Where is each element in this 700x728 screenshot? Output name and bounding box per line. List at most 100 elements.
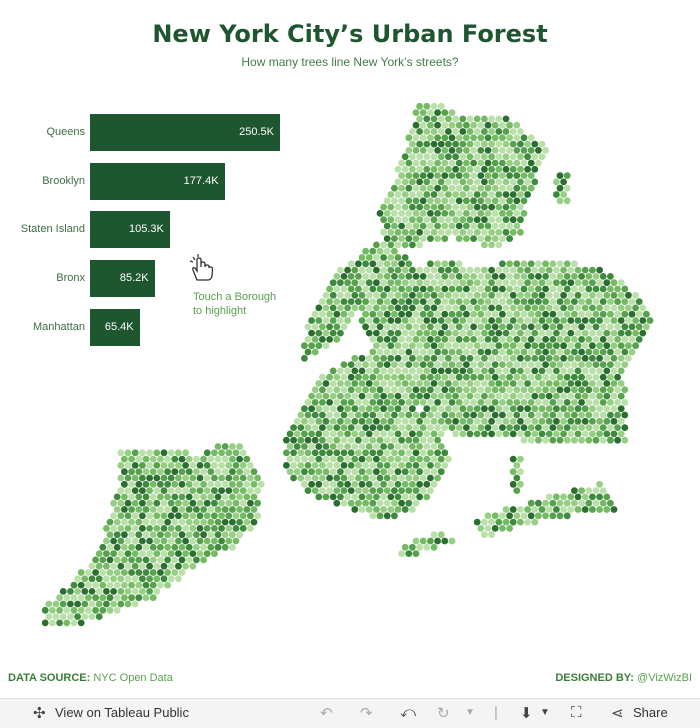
tree-hex[interactable] (301, 405, 308, 413)
tree-hex[interactable] (218, 487, 226, 494)
tree-hex[interactable] (92, 606, 99, 614)
tree-hex[interactable] (484, 147, 492, 154)
tree-hex[interactable] (110, 537, 117, 545)
tree-hex[interactable] (135, 455, 143, 463)
tree-hex[interactable] (448, 121, 456, 129)
tree-hex[interactable] (286, 430, 294, 438)
tree-hex[interactable] (527, 512, 535, 520)
tree-hex[interactable] (387, 455, 395, 463)
tree-hex[interactable] (499, 298, 506, 305)
tree-hex[interactable] (128, 531, 136, 539)
tree-hex[interactable] (355, 449, 362, 457)
tree-hex[interactable] (473, 216, 481, 224)
tree-hex[interactable] (315, 329, 323, 337)
tree-hex[interactable] (113, 506, 121, 513)
tree-hex[interactable] (70, 606, 78, 614)
tree-hex[interactable] (434, 235, 441, 243)
tree-hex[interactable] (589, 317, 596, 324)
tree-hex[interactable] (448, 260, 456, 268)
tree-hex[interactable] (121, 455, 128, 463)
tree-hex[interactable] (437, 115, 445, 123)
tree-hex[interactable] (607, 298, 614, 305)
tree-hex[interactable] (333, 411, 341, 419)
tree-hex[interactable] (434, 323, 441, 331)
tree-hex[interactable] (369, 273, 377, 280)
tree-hex[interactable] (524, 191, 531, 198)
tree-hex[interactable] (430, 392, 438, 400)
download-icon[interactable]: ⬇ (520, 705, 533, 722)
tree-hex[interactable] (182, 562, 190, 570)
tree-hex[interactable] (455, 260, 463, 268)
tree-hex[interactable] (531, 266, 539, 274)
tree-hex[interactable] (484, 310, 492, 318)
tree-hex[interactable] (171, 518, 179, 526)
tree-hex[interactable] (196, 462, 204, 469)
tree-hex[interactable] (391, 487, 398, 494)
tree-hex[interactable] (221, 455, 229, 463)
tree-hex[interactable] (509, 329, 517, 337)
tree-hex[interactable] (502, 392, 510, 400)
tree-hex[interactable] (517, 380, 524, 387)
tree-hex[interactable] (495, 178, 503, 186)
tree-hex[interactable] (452, 317, 459, 324)
share-icon[interactable]: ⋖ (611, 705, 624, 722)
tree-hex[interactable] (326, 373, 333, 381)
tree-hex[interactable] (164, 480, 172, 488)
tree-hex[interactable] (545, 354, 553, 362)
tree-hex[interactable] (488, 203, 495, 211)
tree-hex[interactable] (628, 298, 636, 305)
tree-hex[interactable] (452, 367, 459, 375)
tree-hex[interactable] (149, 506, 157, 513)
tree-hex[interactable] (578, 348, 585, 356)
tree-hex[interactable] (236, 493, 244, 501)
tree-hex[interactable] (509, 342, 517, 350)
tree-hex[interactable] (416, 241, 423, 249)
tree-hex[interactable] (394, 329, 402, 337)
tree-hex[interactable] (405, 197, 413, 205)
tree-hex[interactable] (164, 506, 172, 513)
tree-hex[interactable] (419, 323, 427, 331)
tree-hex[interactable] (128, 468, 136, 476)
tree-hex[interactable] (373, 342, 380, 350)
tree-hex[interactable] (383, 373, 391, 381)
tree-hex[interactable] (326, 411, 333, 419)
tree-hex[interactable] (448, 159, 456, 167)
tree-hex[interactable] (337, 392, 344, 400)
tree-hex[interactable] (398, 260, 405, 268)
tree-hex[interactable] (74, 613, 81, 620)
tree-hex[interactable] (524, 518, 531, 526)
tree-hex[interactable] (527, 323, 535, 331)
tree-hex[interactable] (373, 392, 380, 400)
tree-hex[interactable] (445, 128, 452, 135)
tree-hex[interactable] (437, 203, 445, 211)
tree-hex[interactable] (167, 512, 175, 520)
tree-hex[interactable] (481, 518, 488, 526)
tree-hex[interactable] (358, 443, 366, 450)
tree-hex[interactable] (405, 310, 413, 318)
tree-hex[interactable] (549, 348, 557, 356)
tree-hex[interactable] (477, 172, 485, 180)
tree-hex[interactable] (189, 550, 197, 557)
tree-hex[interactable] (423, 216, 431, 224)
tree-hex[interactable] (607, 399, 614, 406)
tree-hex[interactable] (164, 556, 172, 564)
tree-hex[interactable] (412, 323, 420, 331)
tree-hex[interactable] (99, 556, 107, 564)
tree-hex[interactable] (542, 298, 549, 305)
tree-hex[interactable] (556, 310, 564, 318)
tree-hex[interactable] (520, 436, 528, 444)
tree-hex[interactable] (495, 405, 503, 413)
tree-hex[interactable] (157, 518, 164, 526)
tree-hex[interactable] (441, 449, 449, 457)
tree-hex[interactable] (373, 468, 380, 476)
tree-hex[interactable] (488, 417, 495, 425)
tree-hex[interactable] (538, 405, 546, 413)
tree-hex[interactable] (412, 147, 420, 154)
tree-hex[interactable] (326, 298, 333, 305)
tree-hex[interactable] (455, 424, 463, 431)
tree-hex[interactable] (394, 165, 402, 173)
tree-hex[interactable] (319, 424, 326, 431)
tree-hex[interactable] (401, 291, 409, 299)
tree-hex[interactable] (455, 159, 463, 167)
tree-hex[interactable] (322, 342, 330, 350)
